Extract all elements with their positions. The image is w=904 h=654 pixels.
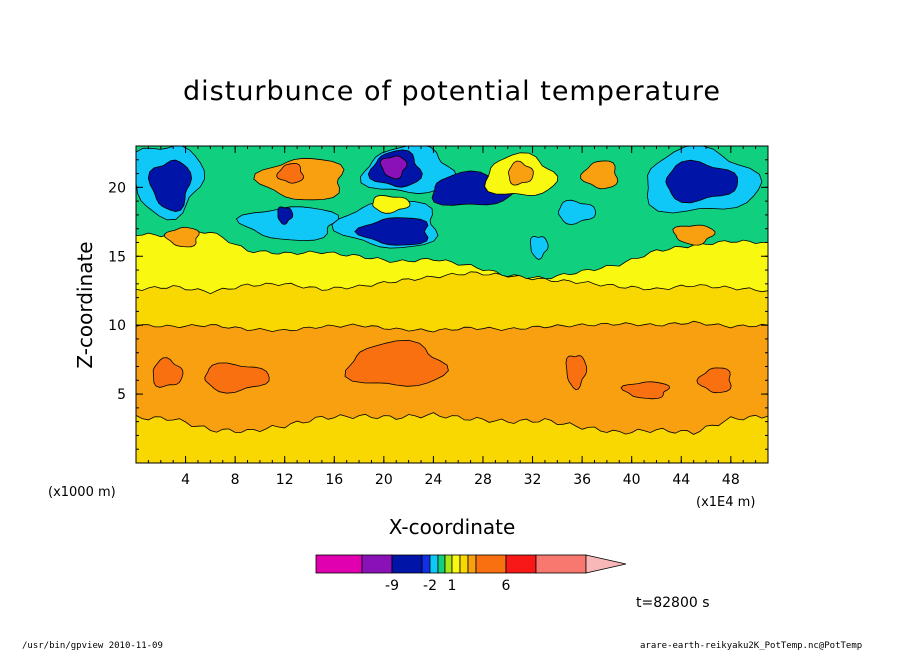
colorbar-cell xyxy=(437,554,446,574)
contour-region-orange xyxy=(672,224,716,246)
colorbar-cell xyxy=(459,554,469,574)
contour-region-orange xyxy=(136,320,768,435)
x-tick-label: 12 xyxy=(276,472,294,488)
colorbar-cell xyxy=(315,554,363,574)
footer-program: /usr/bin/gpview 2010-11-09 xyxy=(22,641,163,651)
colorbar-tick-label: 1 xyxy=(448,578,457,594)
colorbar-cell xyxy=(444,554,453,574)
x-tick-label: 8 xyxy=(231,472,240,488)
x-axis-unit: (x1E4 m) xyxy=(696,495,755,510)
contour-region-dorange xyxy=(696,367,732,394)
x-tick-label: 24 xyxy=(424,472,442,488)
x-tick-label: 44 xyxy=(672,472,690,488)
contour-region-cyan xyxy=(529,236,549,260)
colorbar-cell xyxy=(429,554,439,574)
x-tick-label: 32 xyxy=(524,472,542,488)
contour-region-blue xyxy=(147,159,193,213)
chart-title: disturbunce of potential temperature xyxy=(183,76,721,107)
contour-region-purple xyxy=(379,155,408,180)
y-tick-label: 15 xyxy=(108,249,126,265)
contour-region-orange xyxy=(580,160,619,190)
colorbar-extend-arrow xyxy=(585,554,627,574)
colorbar-cell xyxy=(475,554,507,574)
y-tick-label: 5 xyxy=(117,387,126,403)
contour-region-blue xyxy=(277,206,294,225)
colorbar-cell xyxy=(505,554,537,574)
contour-region-dorange xyxy=(204,362,270,394)
contour-region-orange xyxy=(163,226,200,248)
x-tick-label: 48 xyxy=(722,472,740,488)
x-axis-label: X-coordinate xyxy=(389,515,516,539)
contour-region-blue xyxy=(354,217,429,246)
colorbar-cell xyxy=(451,554,461,574)
colorbar-tick-label: -2 xyxy=(423,578,437,594)
x-tick-label: 4 xyxy=(181,472,190,488)
x-tick-label: 28 xyxy=(474,472,492,488)
contour-region-cyan xyxy=(557,199,596,226)
contour-region-orange xyxy=(508,160,534,186)
colorbar-cell xyxy=(467,554,477,574)
colorbar-cell xyxy=(361,554,393,574)
contour-region-dorange xyxy=(152,357,184,388)
x-tick-label: 16 xyxy=(325,472,343,488)
contour-region-dorange xyxy=(620,381,671,400)
x-tick-label: 36 xyxy=(573,472,591,488)
colorbar-cell xyxy=(421,554,431,574)
y-axis-unit: (x1000 m) xyxy=(48,485,116,500)
plot-frame xyxy=(135,145,769,464)
y-tick-label: 20 xyxy=(108,180,126,196)
colorbar-tick-label: 6 xyxy=(502,578,511,594)
colorbar-tick-label: -9 xyxy=(385,578,399,594)
colorbar-cell xyxy=(391,554,423,574)
contour-region-dorange xyxy=(565,355,588,391)
contour-region-cyan xyxy=(235,206,339,242)
colorbar-cell xyxy=(535,554,587,574)
footer-file: arare-earth-reikyaku2K_PotTemp.nc@PotTem… xyxy=(640,641,863,651)
x-tick-label: 20 xyxy=(375,472,393,488)
x-tick-label: 40 xyxy=(623,472,641,488)
contour-region-dorange xyxy=(344,339,449,387)
y-tick-label: 10 xyxy=(108,318,126,334)
contour-region-blue xyxy=(665,159,739,204)
y-axis-label: Z-coordinate xyxy=(73,241,97,368)
contour-region-dorange xyxy=(276,162,304,184)
time-label: t=82800 s xyxy=(636,595,710,611)
contour-region-yellow xyxy=(372,194,411,214)
